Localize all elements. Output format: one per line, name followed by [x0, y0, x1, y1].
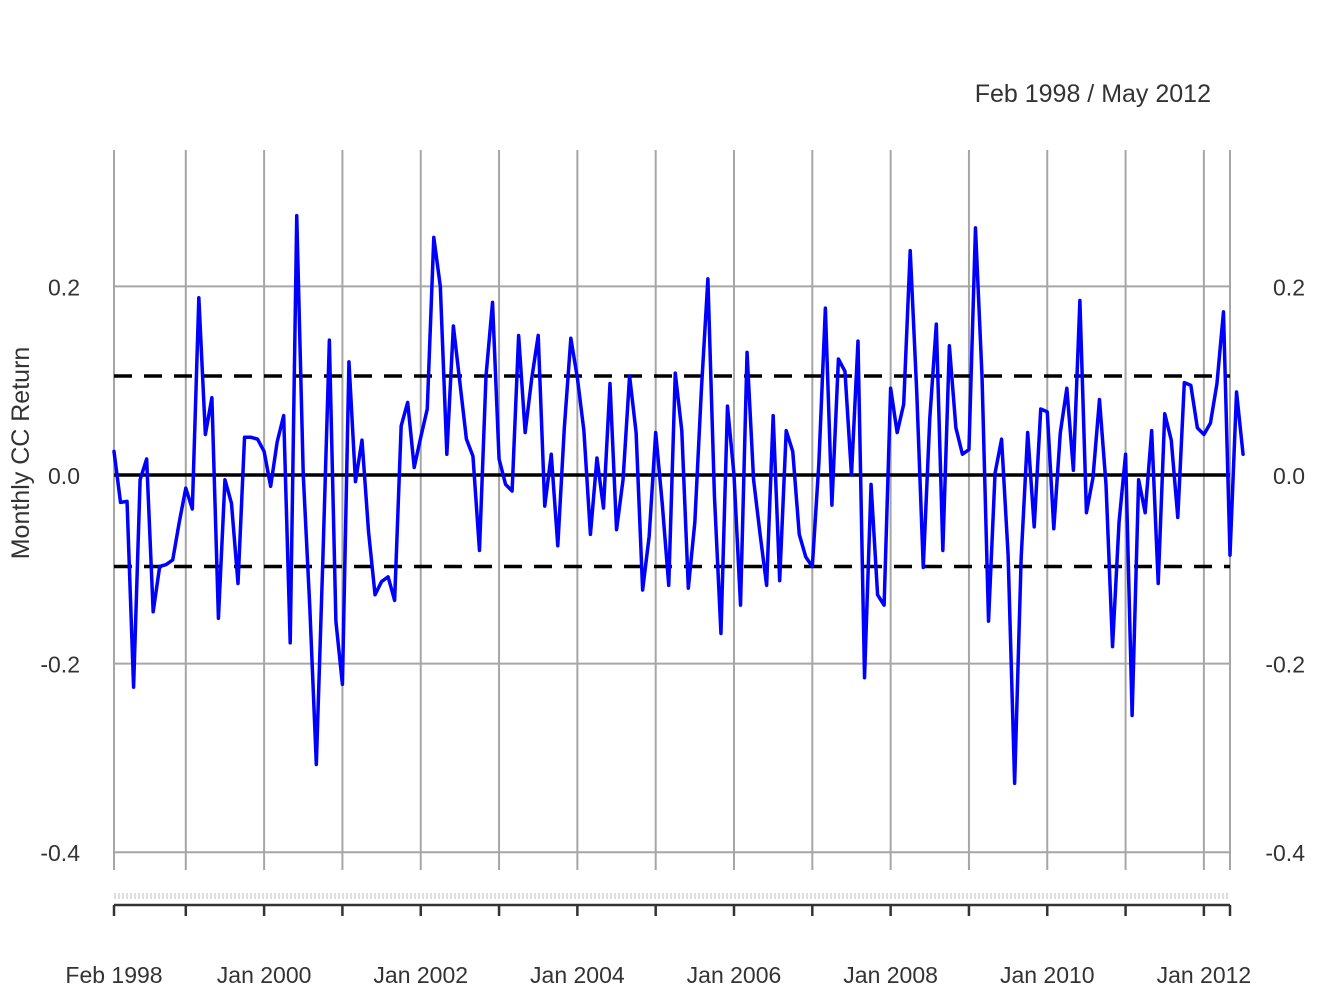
y-tick-label-right: -0.4: [1265, 840, 1305, 866]
y-tick-label-right: 0.2: [1273, 274, 1305, 300]
labels: Feb 1998 / May 2012 Monthly CC Return -0…: [7, 80, 1305, 988]
series-line: [112, 213, 1245, 786]
y-tick-label-left: -0.2: [40, 652, 80, 678]
x-tick-label: Jan 2006: [687, 962, 782, 988]
x-tick-label: Jan 2000: [217, 962, 312, 988]
x-tick-label: Jan 2002: [373, 962, 468, 988]
x-axis: [112, 893, 1232, 916]
y-tick-label-left: -0.4: [40, 840, 80, 866]
x-tick-label: Jan 2008: [843, 962, 938, 988]
date-range-label: Feb 1998 / May 2012: [975, 80, 1211, 108]
x-tick-label: Jan 2012: [1157, 962, 1252, 988]
x-tick-label: Jan 2004: [530, 962, 625, 988]
x-tick-label: Feb 1998: [65, 962, 162, 988]
y-tick-label-right: 0.0: [1273, 463, 1305, 489]
y-tick-label-left: 0.0: [48, 463, 80, 489]
y-tick-label-left: 0.2: [48, 274, 80, 300]
series-layer: [112, 213, 1245, 786]
x-tick-label: Jan 2010: [1000, 962, 1095, 988]
y-tick-label-right: -0.2: [1265, 652, 1305, 678]
y-axis-title: Monthly CC Return: [7, 347, 35, 560]
